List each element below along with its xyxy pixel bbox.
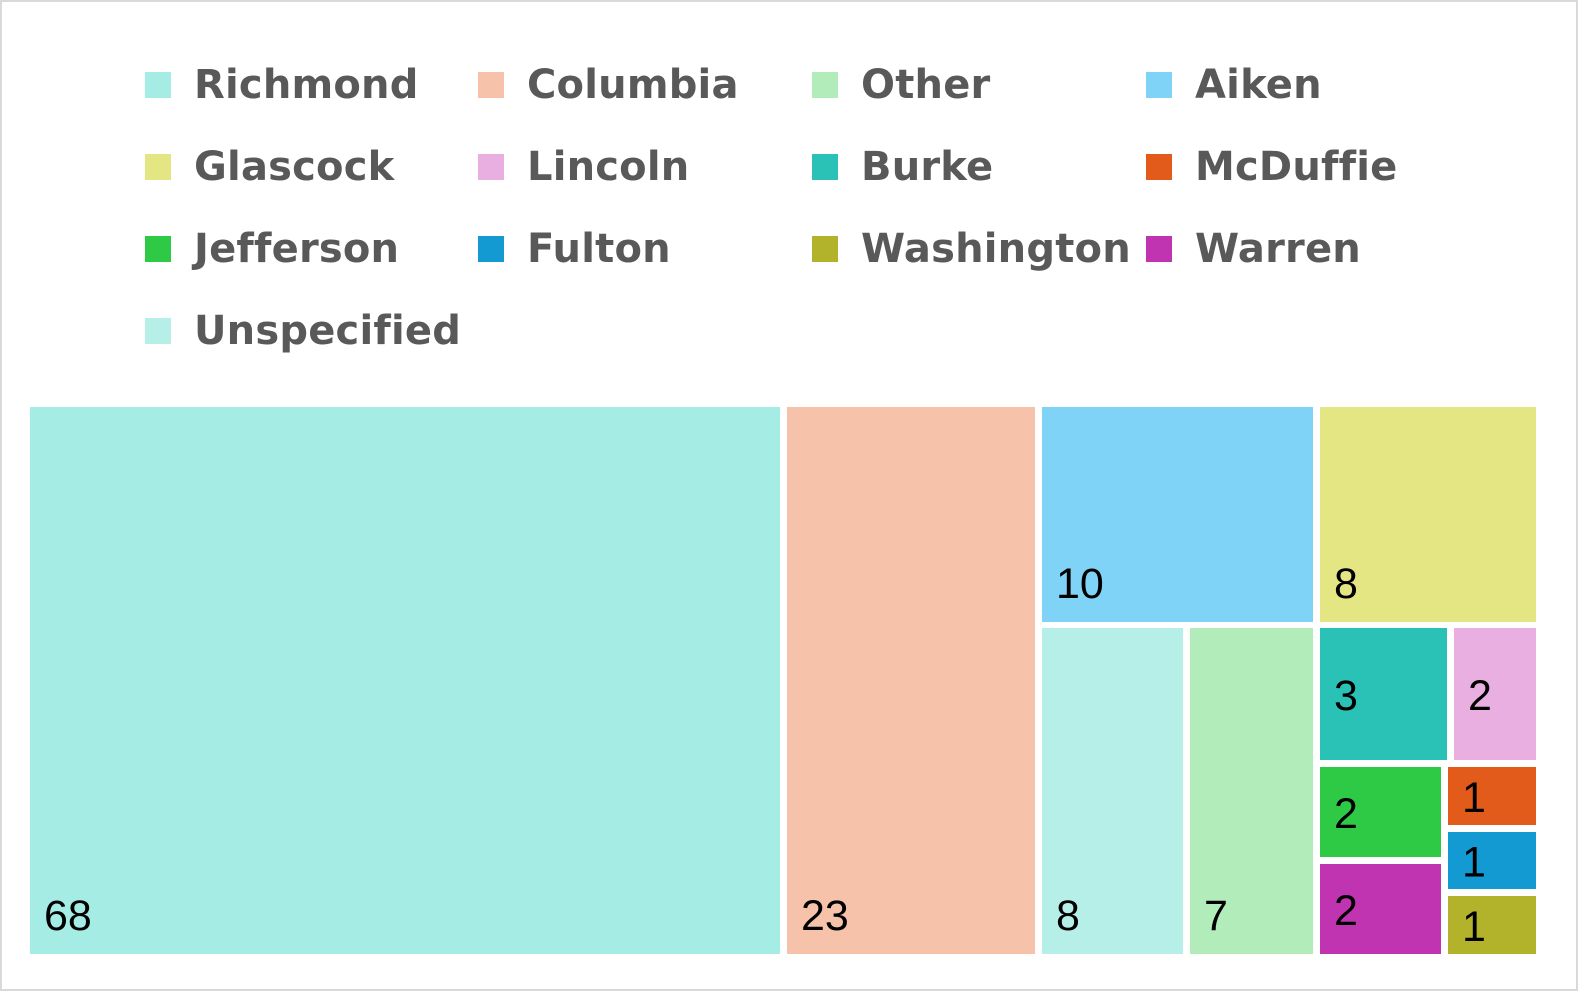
- legend-label: Other: [861, 62, 991, 108]
- tile-columbia: [787, 407, 1035, 954]
- legend-swatch: [145, 318, 171, 344]
- tile-fulton: [1448, 832, 1536, 889]
- tile-label-glascock: 8: [1334, 560, 1358, 608]
- legend-swatch: [1146, 236, 1172, 262]
- legend-item-columbia: Columbia: [478, 55, 739, 115]
- legend-swatch: [1146, 72, 1172, 98]
- tile-burke: [1320, 628, 1447, 760]
- legend-item-aiken: Aiken: [1146, 55, 1322, 115]
- tile-label-other: 7: [1204, 892, 1228, 940]
- legend-label: Richmond: [194, 62, 419, 108]
- tile-washington: [1448, 896, 1536, 954]
- legend-item-glascock: Glascock: [145, 137, 394, 197]
- legend-item-warren: Warren: [1146, 219, 1361, 279]
- legend-item-mcduffie: McDuffie: [1146, 137, 1397, 197]
- tile-label-columbia: 23: [801, 892, 849, 940]
- legend-label: Lincoln: [527, 144, 690, 190]
- tile-richmond: [30, 407, 780, 954]
- tile-label-jefferson: 2: [1334, 790, 1358, 838]
- legend-swatch: [812, 72, 838, 98]
- legend-item-lincoln: Lincoln: [478, 137, 689, 197]
- tile-warren: [1320, 864, 1441, 954]
- legend-swatch: [145, 236, 171, 262]
- tile-label-unspecified: 8: [1056, 892, 1080, 940]
- tile-label-washington: 1: [1462, 903, 1486, 951]
- legend-label: Columbia: [527, 62, 739, 108]
- legend-item-burke: Burke: [812, 137, 993, 197]
- tile-label-fulton: 1: [1462, 839, 1486, 887]
- legend-swatch: [478, 154, 504, 180]
- chart-legend: Richmond Columbia Other Aiken Glascock Lincol…: [145, 52, 1445, 382]
- tile-aiken: [1042, 407, 1313, 622]
- legend-label: Warren: [1195, 226, 1361, 272]
- legend-label: Glascock: [194, 144, 395, 190]
- legend-swatch: [1146, 154, 1172, 180]
- tile-label-warren: 2: [1334, 887, 1358, 935]
- tile-label-lincoln: 2: [1468, 672, 1492, 720]
- legend-item-washington: Washington: [812, 219, 1131, 279]
- legend-label: Jefferson: [194, 226, 400, 272]
- legend-item-fulton: Fulton: [478, 219, 671, 279]
- tile-glascock: [1320, 407, 1536, 622]
- legend-swatch: [812, 154, 838, 180]
- tile-mcduffie: [1448, 767, 1536, 825]
- tile-label-richmond: 68: [44, 892, 92, 940]
- tile-label-burke: 3: [1334, 672, 1358, 720]
- tile-lincoln: [1454, 628, 1536, 760]
- legend-label: Aiken: [1195, 62, 1322, 108]
- legend-label: McDuffie: [1195, 144, 1398, 190]
- legend-label: Washington: [861, 226, 1131, 272]
- legend-swatch: [145, 154, 171, 180]
- legend-item-other: Other: [812, 55, 990, 115]
- tile-other: [1190, 628, 1313, 954]
- tile-label-mcduffie: 1: [1462, 774, 1486, 822]
- tile-unspecified: [1042, 628, 1183, 954]
- legend-item-unspecified: Unspecified: [145, 301, 461, 361]
- legend-swatch: [145, 72, 171, 98]
- legend-label: Unspecified: [194, 308, 462, 354]
- legend-swatch: [478, 236, 504, 262]
- legend-swatch: [812, 236, 838, 262]
- tile-jefferson: [1320, 767, 1441, 857]
- legend-swatch: [478, 72, 504, 98]
- tile-label-aiken: 10: [1056, 560, 1104, 608]
- legend-label: Fulton: [527, 226, 671, 272]
- legend-item-richmond: Richmond: [145, 55, 419, 115]
- legend-label: Burke: [861, 144, 994, 190]
- legend-item-jefferson: Jefferson: [145, 219, 399, 279]
